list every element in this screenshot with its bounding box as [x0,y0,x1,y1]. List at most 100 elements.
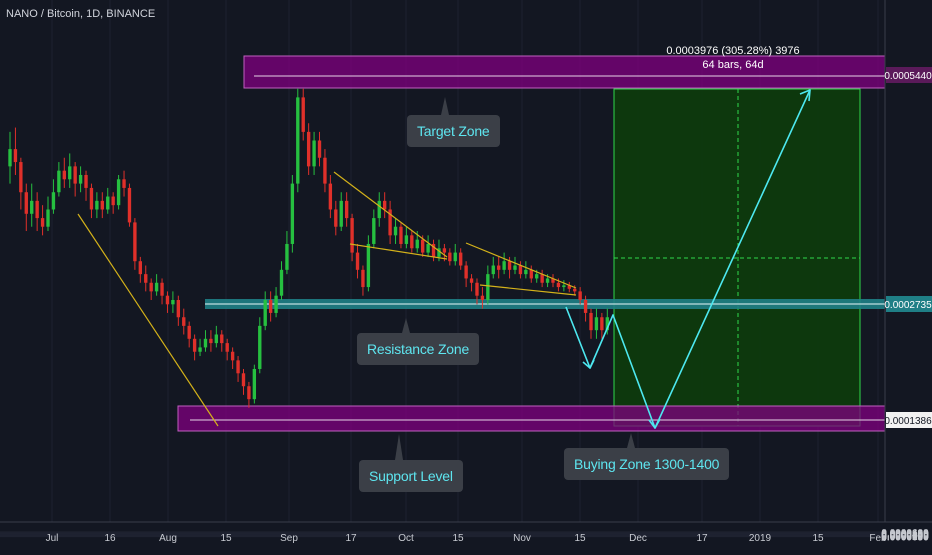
price-tick-label: 0.0000350 [881,530,929,541]
time-tick-label: 2019 [749,533,772,544]
wedge-2-upper-line [465,242,577,289]
candle-body [30,200,34,214]
candle-body [8,149,12,167]
candle-body [442,248,447,253]
price-tick-label: 0.0000200 [881,531,929,542]
candle-body [182,317,186,326]
candle-body [480,295,485,301]
candle-body [301,97,305,132]
candle-body [171,300,175,305]
resistance-callout-pointer [402,318,410,333]
wedge-1-upper-line [333,171,448,258]
candle-body [344,200,349,219]
candle-body [562,285,566,288]
candle-body [220,334,224,344]
measure-bars-label: 64 bars, 64d [702,59,764,71]
candle-body [258,325,262,369]
candle-body [285,243,289,270]
price-label-badge [886,296,932,312]
candle-body [209,338,213,344]
candle-body [306,131,311,167]
candle-body [361,269,365,288]
wedge-2-lower-line [479,284,577,296]
support-level-callout[interactable]: Support Level [359,460,463,492]
candle-body [13,149,18,163]
buying-callout-pointer [627,433,635,448]
candle-body [497,265,501,270]
candle-body [62,170,66,180]
candle-body [540,274,544,283]
candle-body [290,183,295,244]
support-zone-box [177,405,886,432]
time-tick-label: Oct [398,533,414,544]
candle-body [328,183,333,210]
candle-body [420,239,425,253]
candle-body [187,325,191,339]
candle-body [486,274,490,301]
target-zone-callout[interactable]: Target Zone [407,115,500,147]
candle-body [317,140,322,158]
candle-body [247,386,251,400]
candle-body [323,157,327,184]
time-tick-label: Feb [869,533,887,544]
candle-body [382,200,387,210]
time-tick-label: Jul [46,533,59,544]
support-callout-pointer [395,434,403,460]
price-label-badge-text: 0.0002735 [884,300,932,311]
candle-body [334,209,338,227]
time-axis[interactable]: Jul 16 Aug 15 Sep 17 Oct 15 Nov 15 Dec 17 2019 15 Feb [0,521,932,544]
candle-body [431,243,436,257]
candle-body [252,368,257,400]
projection-arrow-low [582,359,595,369]
buying-zone-callout[interactable]: Buying Zone 1300-1400 [564,448,730,480]
candle-body [377,200,381,219]
candle-body [192,338,197,352]
candle-body [160,282,164,296]
candle-body [68,166,72,180]
candle-body [268,300,273,313]
candle-body [296,97,300,184]
price-label-badge [886,412,932,428]
candle-body [100,200,104,210]
candle-body [491,265,495,275]
target-zone-box [243,55,886,89]
candle-body [426,243,430,253]
target-callout-pointer [441,97,449,115]
resistance-zone-callout[interactable]: Resistance Zone [357,333,480,365]
candle-body [410,235,414,249]
candle-body [274,295,278,313]
candle-body [437,248,441,257]
candle-body [73,166,77,184]
time-tick-label: Nov [513,533,531,544]
candle-body [529,269,533,279]
time-tick-label: 17 [345,533,357,544]
candle-body [116,179,121,206]
candle-body [19,162,23,193]
price-axis[interactable]: 0.00000500.00001000.00001500.00002000.00… [881,0,932,544]
candle-body [149,282,153,292]
candle-body [144,274,148,283]
candle-body [578,291,582,301]
price-label-badge [886,67,932,83]
candle-body [236,360,240,374]
candle-body [556,282,561,288]
candle-body [355,252,360,270]
time-tick-label: Dec [629,533,647,544]
price-tick-label: 0.0000300 [881,531,929,542]
candle-body [24,192,28,214]
candle-body [176,300,181,318]
candle-body [545,278,550,283]
time-tick-label: 15 [812,533,824,544]
candle-body [51,192,56,210]
candle-body [263,300,267,326]
candle-body [600,317,604,331]
measure-change-label: 0.0003976 (305.28%) 3976 [666,45,800,57]
candle-body [594,317,599,331]
price-tick-label: 0.0000150 [881,532,929,543]
candle-body [95,200,99,210]
candle-body [453,252,457,262]
candle-body [203,338,208,348]
candle-body [78,174,83,184]
candle-body [35,200,39,219]
